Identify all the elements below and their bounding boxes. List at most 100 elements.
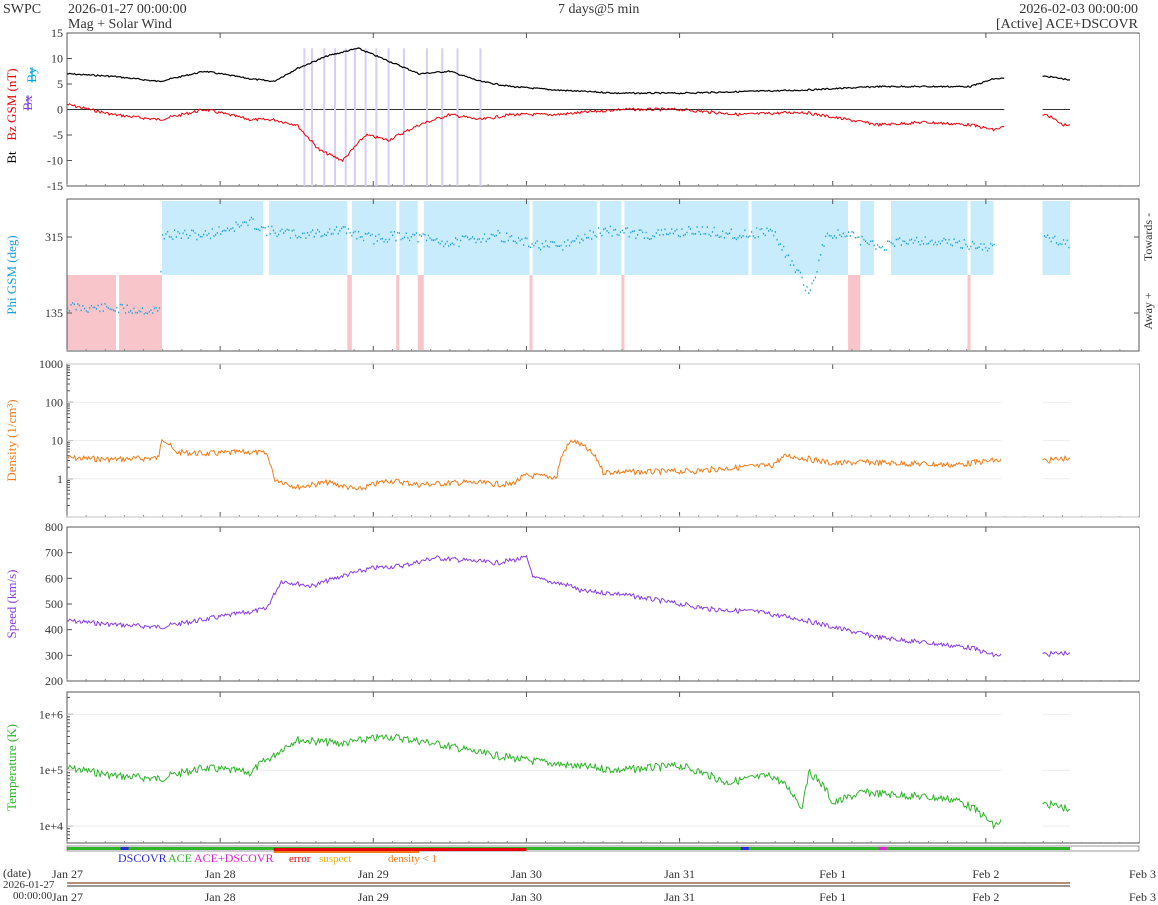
quality-ace-band [67, 847, 1071, 850]
away-block [67, 275, 117, 350]
away-block [417, 275, 424, 350]
y-tick-label: 15 [51, 26, 63, 40]
bz-series [66, 103, 1071, 162]
density-ylabel-group: Density (1/cm³) [4, 399, 19, 481]
toward-block [970, 201, 994, 275]
away-block [529, 275, 533, 350]
away-label-group: Away + [1141, 292, 1155, 330]
y-tick-label: 10 [51, 434, 63, 448]
quality-dscovr-mark [740, 847, 749, 850]
temperature-axis-label: Temperature (K) [4, 724, 19, 811]
toward-block [751, 201, 849, 275]
density-series [66, 439, 1071, 491]
y-tick-label: 0 [57, 103, 63, 117]
y-tick-label: 500 [45, 597, 63, 611]
data-gap [1001, 693, 1043, 842]
date-axis-title: (date) [3, 866, 31, 880]
y-tick-label: 315 [45, 230, 63, 244]
end-time-label: 2026-02-03 00:00:00 [1019, 2, 1138, 17]
away-block [347, 275, 352, 350]
y-tick-label: 400 [45, 623, 63, 637]
data-gap [1070, 365, 1139, 516]
data-gap [1070, 693, 1139, 842]
toward-block [399, 201, 418, 275]
toward-block [161, 201, 264, 275]
data-gap [1070, 34, 1139, 185]
legend-density-1: density < 1 [388, 853, 437, 865]
x-tick-label-bottom: Feb 2 [972, 890, 999, 904]
y-tick-label: 5 [57, 77, 63, 91]
y-tick-label: 135 [45, 306, 63, 320]
y-tick-label: 1e+4 [39, 819, 63, 833]
data-gap [1070, 528, 1139, 680]
speed-series [66, 555, 1071, 658]
towards-label: Towards - [1141, 213, 1155, 261]
data-gap [1004, 34, 1043, 185]
temperature-ylabel-group: Temperature (K) [4, 724, 19, 811]
x-tick-label-bottom: Jan 28 [205, 890, 236, 904]
date-axis-start-date: 2026-01-27 [3, 879, 55, 891]
source-label: [Active] ACE+DSCOVR [995, 17, 1138, 32]
quality-error-band [273, 848, 527, 851]
legend-error: error [289, 853, 311, 865]
x-tick-label-top: Jan 28 [205, 867, 236, 881]
y-tick-label: 1e+6 [39, 707, 63, 721]
speed-axis-label: Speed (km/s) [4, 570, 19, 639]
x-tick-label-top: Feb 2 [972, 867, 999, 881]
data-gap [1001, 528, 1043, 680]
away-block [621, 275, 625, 350]
x-tick-label-bottom: Jan 31 [664, 890, 695, 904]
bxby-label-group: Bx By [20, 67, 39, 111]
x-tick-label-bottom: Feb 3 [1129, 890, 1156, 904]
y-tick-label: 10 [51, 52, 63, 66]
speed-ylabel-group: Speed (km/s) [4, 570, 19, 639]
y-tick-label: 1 [57, 472, 63, 486]
by-axis-label: By [24, 67, 39, 83]
away-block [967, 275, 971, 350]
away-label: Away + [1141, 292, 1155, 330]
quality-dscovr-mark [120, 847, 129, 850]
x-tick-label-bottom: Jan 29 [358, 890, 389, 904]
legend-ace: ACE [168, 851, 192, 865]
x-tick-label-bottom: Feb 1 [819, 890, 846, 904]
toward-block [860, 201, 875, 275]
y-tick-label: 700 [45, 546, 63, 560]
y-tick-label: -5 [53, 128, 63, 142]
cadence-label: 7 days@5 min [558, 2, 640, 17]
bt-axis-label: Bt [4, 151, 19, 164]
mag-ylabel-group: Bt Bz GSM (nT) [4, 68, 19, 163]
quality-density-band [273, 851, 420, 853]
temperature-series [66, 733, 1071, 829]
x-tick-label-top: Jan 27 [52, 867, 83, 881]
y-tick-label: -15 [47, 179, 63, 193]
density-axis-label: Density (1/cm³) [4, 399, 19, 481]
legend-suspect: suspect [319, 853, 351, 865]
away-block [396, 275, 400, 350]
bz-axis-label: Bz GSM (nT) [4, 68, 19, 140]
phi-series [67, 216, 1070, 315]
x-tick-label-bottom: Jan 30 [511, 890, 542, 904]
y-tick-label: 100 [45, 395, 63, 409]
y-tick-label: 300 [45, 648, 63, 662]
toward-block [624, 201, 749, 275]
brand-label: SWPC [3, 2, 42, 17]
panel-frame-3 [66, 526, 1140, 682]
x-tick-label-top: Jan 30 [511, 867, 542, 881]
x-tick-label-top: Jan 31 [664, 867, 695, 881]
y-tick-label: 200 [45, 674, 63, 688]
y-tick-label: 800 [45, 520, 63, 534]
phi-axis-label: Phi GSM (deg) [4, 235, 19, 314]
towards-label-group: Towards - [1141, 213, 1155, 261]
toward-block [351, 201, 397, 275]
start-time-label: 2026-01-27 00:00:00 [68, 2, 187, 17]
date-axis-start-clock: 00:00:00 [13, 890, 53, 902]
product-label: Mag + Solar Wind [68, 17, 172, 32]
toward-block [1042, 201, 1071, 275]
x-tick-label-top: Feb 3 [1129, 867, 1156, 881]
y-tick-label: -10 [47, 154, 63, 168]
phi-ylabel-group: Phi GSM (deg) [4, 235, 19, 314]
quality-acedscovr-mark [878, 847, 887, 850]
legend-dscovr: DSCOVR [118, 851, 167, 865]
toward-block [599, 201, 622, 275]
